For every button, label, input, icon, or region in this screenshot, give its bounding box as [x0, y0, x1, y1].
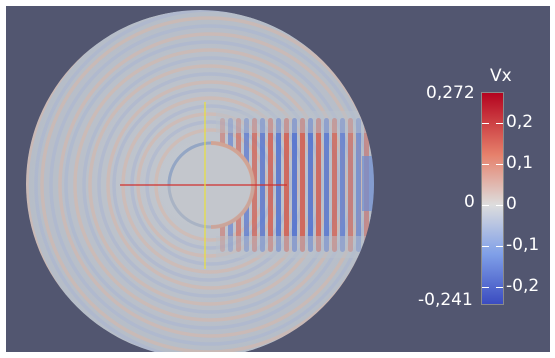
stripe-fade-top: [216, 111, 374, 133]
negative-wave-stripe: [356, 118, 361, 252]
colorbar-tick-mark: [482, 287, 489, 289]
wave-ring: [106, 80, 316, 290]
positive-wave-stripe: [348, 118, 353, 252]
colorbar-tick-label: 0: [506, 193, 517, 214]
wave-ring: [34, 10, 374, 352]
colorbar-min-label: -0,241: [418, 290, 473, 310]
velocity-field-render: [26, 10, 374, 352]
positive-wave-stripe: [316, 118, 321, 252]
wave-ring: [26, 10, 374, 352]
colorbar-max-label: 0,272: [426, 83, 475, 103]
colorbar-title: Vx: [490, 66, 512, 86]
colorbar-tick-label: -0,1: [506, 235, 540, 255]
render-viewport[interactable]: Vx 0,272 0 -0,241 0,2 0,1 0 -0,1 -0,2: [6, 6, 550, 352]
positive-wave-stripe: [332, 118, 337, 252]
colorbar-tick-label: -0,2: [506, 276, 540, 297]
colorbar-tick-mark: [496, 204, 503, 206]
negative-wave-stripe: [308, 118, 313, 252]
wave-ring: [40, 16, 374, 352]
positive-wave-stripe: [300, 118, 305, 252]
colorbar-tick-label: 0,2: [506, 111, 534, 132]
colorbar-tick-label: 0,1: [506, 152, 534, 173]
negative-wave-stripe: [324, 118, 329, 252]
concentric-wave-rings: [26, 10, 374, 352]
colorbar-tick-mark: [482, 163, 489, 165]
colorbar-tick-mark: [496, 163, 503, 165]
colorbar-tick-mark: [496, 287, 503, 289]
stripe-fade-bottom: [216, 236, 374, 258]
negative-wave-stripe: [292, 118, 297, 252]
colorbar-tick-mark: [482, 122, 489, 124]
negative-wave-stripe: [340, 118, 345, 252]
wave-ring: [82, 56, 340, 314]
colorbar-tick-mark: [496, 122, 503, 124]
colorbar-tick-mark: [496, 246, 503, 247]
colorbar-tick-mark: [482, 246, 489, 247]
colorbar-tick-mark: [482, 204, 489, 206]
colorbar-zero-label-left: 0: [464, 192, 475, 212]
colorbar: [481, 92, 504, 305]
domain-disc: [26, 10, 374, 352]
